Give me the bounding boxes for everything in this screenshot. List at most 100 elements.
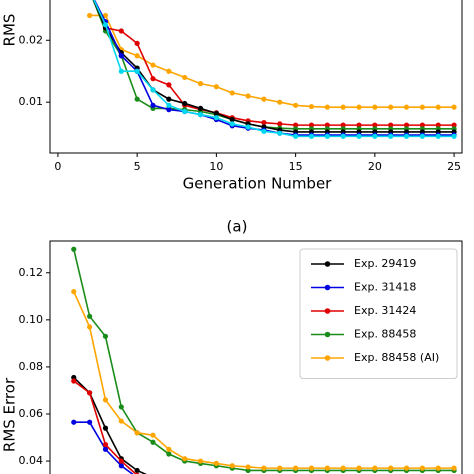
data-point <box>102 397 109 403</box>
plot-frame <box>49 240 463 474</box>
plot-area <box>71 246 457 474</box>
data-point <box>293 465 299 471</box>
x-tick-label: 0 <box>54 160 61 173</box>
series-line <box>93 0 455 136</box>
data-point <box>324 133 330 139</box>
data-point <box>213 460 219 467</box>
data-point <box>166 446 172 452</box>
data-point <box>197 458 204 464</box>
data-point <box>308 133 315 139</box>
data-point <box>261 120 267 126</box>
y-axis-label: RMS Error <box>1 377 19 452</box>
plot-frame <box>49 0 463 154</box>
data-point <box>102 333 109 339</box>
data-point <box>403 104 410 110</box>
data-point <box>197 105 204 112</box>
data-point <box>388 465 394 471</box>
data-point <box>71 246 77 252</box>
series-line <box>89 14 455 108</box>
data-point <box>308 122 315 128</box>
y-tick-label: 0.12 <box>19 266 44 279</box>
data-point <box>118 53 124 59</box>
legend-label: Exp. 29419 <box>354 257 416 270</box>
data-point <box>451 465 457 471</box>
x-tick-label: 15 <box>289 160 303 173</box>
data-point <box>356 104 362 110</box>
y-tick-label: 0.02 <box>19 33 44 46</box>
data-point <box>197 81 204 87</box>
y-tick-label: 0.01 <box>19 95 44 108</box>
data-point <box>118 463 124 469</box>
x-tick-label: 25 <box>447 160 461 173</box>
legend-label: Exp. 31418 <box>354 281 416 294</box>
data-point <box>261 128 267 134</box>
data-point <box>87 390 93 396</box>
data-point <box>134 96 140 102</box>
data-point <box>277 130 283 136</box>
plot-area <box>87 0 457 139</box>
legend-marker <box>324 331 331 338</box>
data-point <box>324 122 330 128</box>
data-point <box>340 465 346 471</box>
legend-label: Exp. 31424 <box>354 304 416 317</box>
data-point <box>308 103 315 110</box>
x-tick-label: 10 <box>209 160 223 173</box>
data-point <box>403 133 410 139</box>
data-point <box>134 40 140 46</box>
data-point <box>451 122 457 128</box>
data-point <box>451 133 457 139</box>
data-point <box>134 68 140 74</box>
data-point <box>261 96 267 102</box>
data-point <box>102 12 109 19</box>
data-point <box>435 104 441 110</box>
data-point <box>150 87 156 93</box>
data-point <box>340 122 346 128</box>
data-point <box>388 133 394 139</box>
series-line <box>92 0 455 133</box>
data-point <box>340 133 346 139</box>
series-line <box>92 0 455 126</box>
data-point <box>213 110 219 116</box>
data-point <box>229 463 235 469</box>
data-point <box>118 28 124 34</box>
data-point <box>102 446 109 452</box>
data-point <box>134 53 140 59</box>
data-point <box>150 102 156 108</box>
data-point <box>134 430 140 436</box>
data-point <box>245 93 251 99</box>
data-point <box>150 62 156 68</box>
data-point <box>356 122 362 128</box>
data-point <box>277 465 283 471</box>
data-point <box>166 82 172 88</box>
data-point <box>403 122 410 128</box>
data-point <box>102 22 109 28</box>
data-point <box>87 12 93 19</box>
data-point <box>308 465 315 471</box>
data-point <box>372 133 378 139</box>
y-tick-label: 0.06 <box>19 407 44 420</box>
data-point <box>388 104 394 110</box>
legend-label: Exp. 88458 <box>354 328 416 341</box>
x-tick-label: 5 <box>134 160 141 173</box>
data-point <box>419 465 425 471</box>
legend-box <box>299 248 458 379</box>
data-point <box>419 104 425 110</box>
series-line <box>93 0 455 138</box>
data-point <box>166 451 172 457</box>
data-point <box>150 432 156 438</box>
data-point <box>182 74 188 81</box>
data-point <box>372 122 378 128</box>
data-point <box>118 68 124 74</box>
legend-marker <box>324 355 331 361</box>
data-point <box>87 324 93 330</box>
data-point <box>213 115 219 121</box>
data-point <box>197 111 204 118</box>
data-point <box>229 121 235 127</box>
data-point <box>150 76 156 82</box>
data-point <box>118 404 124 410</box>
data-point <box>229 116 235 123</box>
data-point <box>293 102 299 108</box>
data-point <box>102 441 109 448</box>
data-point <box>324 465 330 471</box>
